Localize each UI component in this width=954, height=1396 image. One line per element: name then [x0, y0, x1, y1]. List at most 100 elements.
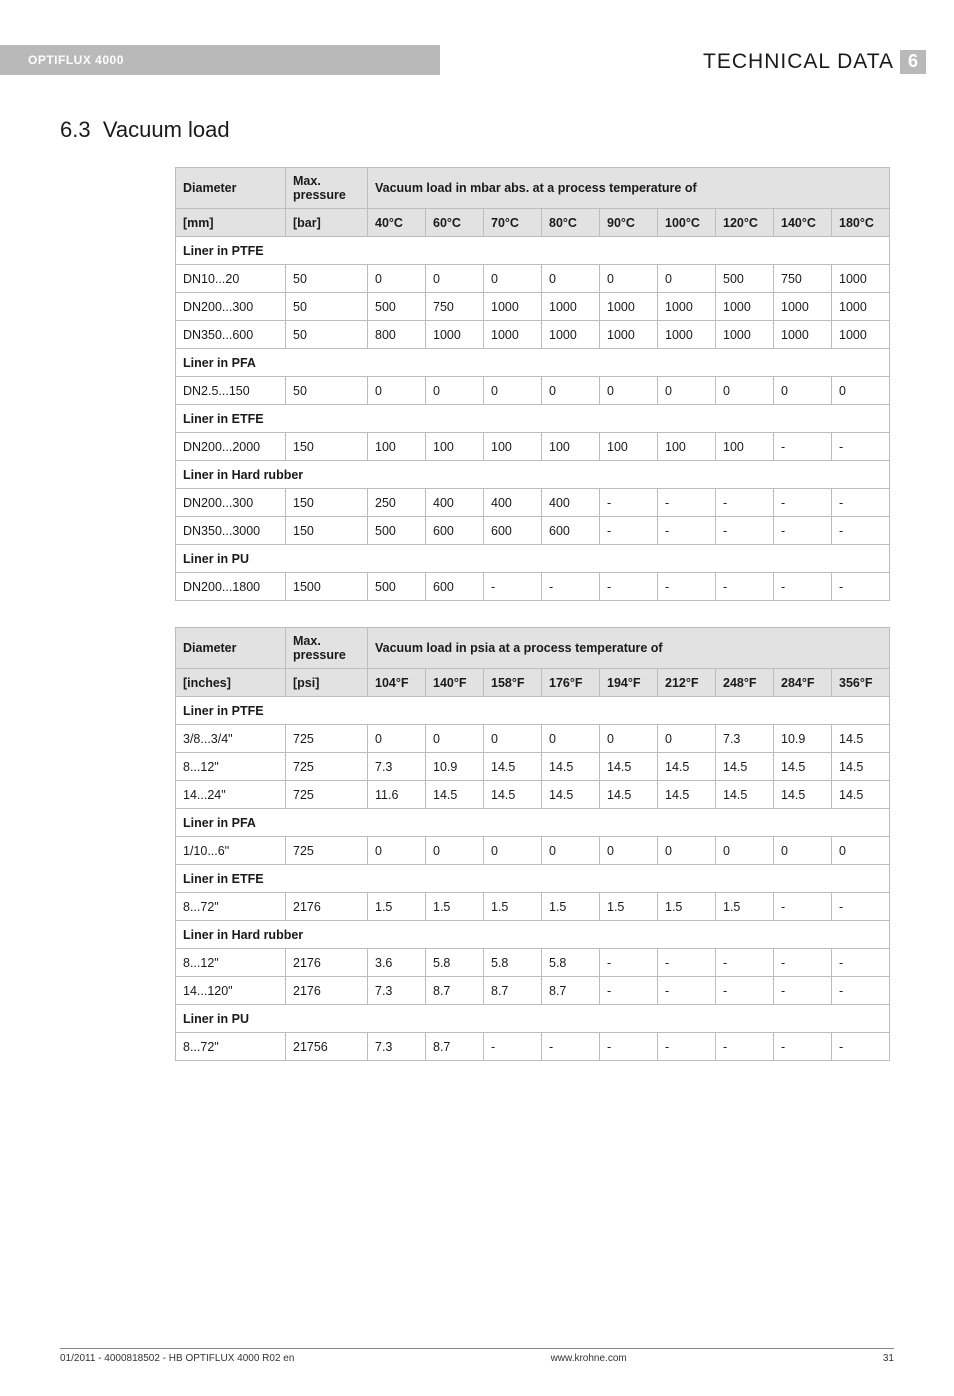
cell-value: 14.5: [426, 781, 484, 809]
cell-value: 14.5: [774, 781, 832, 809]
cell-value: -: [658, 1033, 716, 1061]
cell-value: -: [542, 573, 600, 601]
cell-value: 0: [774, 377, 832, 405]
col-diameter: Diameter: [176, 628, 286, 669]
cell-diameter: 3/8...3/4": [176, 725, 286, 753]
cell-value: 0: [368, 265, 426, 293]
cell-value: 0: [368, 837, 426, 865]
cell-diameter: DN200...2000: [176, 433, 286, 461]
cell-value: 3.6: [368, 949, 426, 977]
temp-header: 140°F: [426, 669, 484, 697]
cell-value: -: [832, 573, 890, 601]
footer-right: 31: [883, 1353, 894, 1364]
col-maxpressure: Max. pressure: [286, 628, 368, 669]
cell-value: -: [832, 1033, 890, 1061]
cell-diameter: 14...24": [176, 781, 286, 809]
cell-pressure: 50: [286, 293, 368, 321]
cell-value: 14.5: [716, 781, 774, 809]
cell-value: 1000: [774, 293, 832, 321]
cell-value: -: [542, 1033, 600, 1061]
cell-pressure: 1500: [286, 573, 368, 601]
cell-value: 14.5: [600, 781, 658, 809]
temp-header: 60°C: [426, 209, 484, 237]
cell-value: 100: [658, 433, 716, 461]
cell-value: 10.9: [774, 725, 832, 753]
temp-header: 140°C: [774, 209, 832, 237]
cell-value: -: [658, 573, 716, 601]
table-row: 14...24"72511.614.514.514.514.514.514.51…: [176, 781, 890, 809]
cell-value: 0: [426, 377, 484, 405]
cell-value: 8.7: [542, 977, 600, 1005]
unit-diameter: [inches]: [176, 669, 286, 697]
cell-value: 600: [426, 573, 484, 601]
cell-value: 14.5: [542, 753, 600, 781]
cell-value: 0: [716, 837, 774, 865]
table-row: DN350...3000150500600600600-----: [176, 517, 890, 545]
cell-value: -: [832, 433, 890, 461]
cell-diameter: DN2.5...150: [176, 377, 286, 405]
cell-pressure: 725: [286, 753, 368, 781]
cell-value: -: [658, 489, 716, 517]
col-diameter: Diameter: [176, 168, 286, 209]
cell-value: 1000: [542, 293, 600, 321]
cell-value: -: [658, 517, 716, 545]
cell-value: 0: [542, 377, 600, 405]
cell-pressure: 150: [286, 489, 368, 517]
cell-value: -: [484, 573, 542, 601]
cell-value: 0: [600, 377, 658, 405]
table-row: 14...120"21767.38.78.78.7-----: [176, 977, 890, 1005]
cell-value: -: [716, 573, 774, 601]
cell-value: 1000: [600, 293, 658, 321]
cell-value: 7.3: [716, 725, 774, 753]
footer-left: 01/2011 - 4000818502 - HB OPTIFLUX 4000 …: [60, 1353, 294, 1364]
cell-value: 1000: [658, 293, 716, 321]
cell-pressure: 725: [286, 725, 368, 753]
cell-value: 500: [368, 517, 426, 545]
temp-header: 120°C: [716, 209, 774, 237]
cell-value: 0: [832, 837, 890, 865]
cell-value: 0: [542, 837, 600, 865]
cell-value: -: [774, 949, 832, 977]
cell-value: -: [658, 949, 716, 977]
cell-value: 0: [600, 725, 658, 753]
cell-pressure: 2176: [286, 949, 368, 977]
vacuum-table-imperial: DiameterMax. pressureVacuum load in psia…: [175, 627, 890, 1061]
temp-header: 248°F: [716, 669, 774, 697]
cell-value: -: [774, 433, 832, 461]
cell-value: 1.5: [658, 893, 716, 921]
temp-header: 70°C: [484, 209, 542, 237]
cell-pressure: 50: [286, 265, 368, 293]
cell-diameter: 8...72": [176, 893, 286, 921]
cell-value: 14.5: [600, 753, 658, 781]
cell-value: 0: [832, 377, 890, 405]
cell-pressure: 725: [286, 781, 368, 809]
table-row: DN10...20500000005007501000: [176, 265, 890, 293]
table-row: DN200...2000150100100100100100100100--: [176, 433, 890, 461]
cell-value: 1000: [484, 293, 542, 321]
cell-value: 0: [600, 837, 658, 865]
liner-group: Liner in PTFE: [176, 237, 890, 265]
section-heading: 6.3 Vacuum load: [60, 117, 894, 143]
cell-value: 0: [368, 377, 426, 405]
cell-value: 0: [484, 265, 542, 293]
cell-value: -: [832, 517, 890, 545]
cell-diameter: 14...120": [176, 977, 286, 1005]
cell-value: 500: [716, 265, 774, 293]
cell-value: 0: [658, 377, 716, 405]
cell-value: -: [832, 977, 890, 1005]
cell-value: 100: [716, 433, 774, 461]
cell-value: 7.3: [368, 977, 426, 1005]
cell-pressure: 21756: [286, 1033, 368, 1061]
cell-diameter: DN10...20: [176, 265, 286, 293]
cell-diameter: DN350...600: [176, 321, 286, 349]
table-row: 8...12"21763.65.85.85.8-----: [176, 949, 890, 977]
cell-value: -: [832, 489, 890, 517]
cell-value: 0: [600, 265, 658, 293]
table-row: DN200...18001500500600-------: [176, 573, 890, 601]
cell-value: 100: [542, 433, 600, 461]
unit-pressure: [psi]: [286, 669, 368, 697]
cell-value: 1.5: [368, 893, 426, 921]
cell-value: 1.5: [600, 893, 658, 921]
cell-value: 8.7: [484, 977, 542, 1005]
cell-value: 8.7: [426, 1033, 484, 1061]
